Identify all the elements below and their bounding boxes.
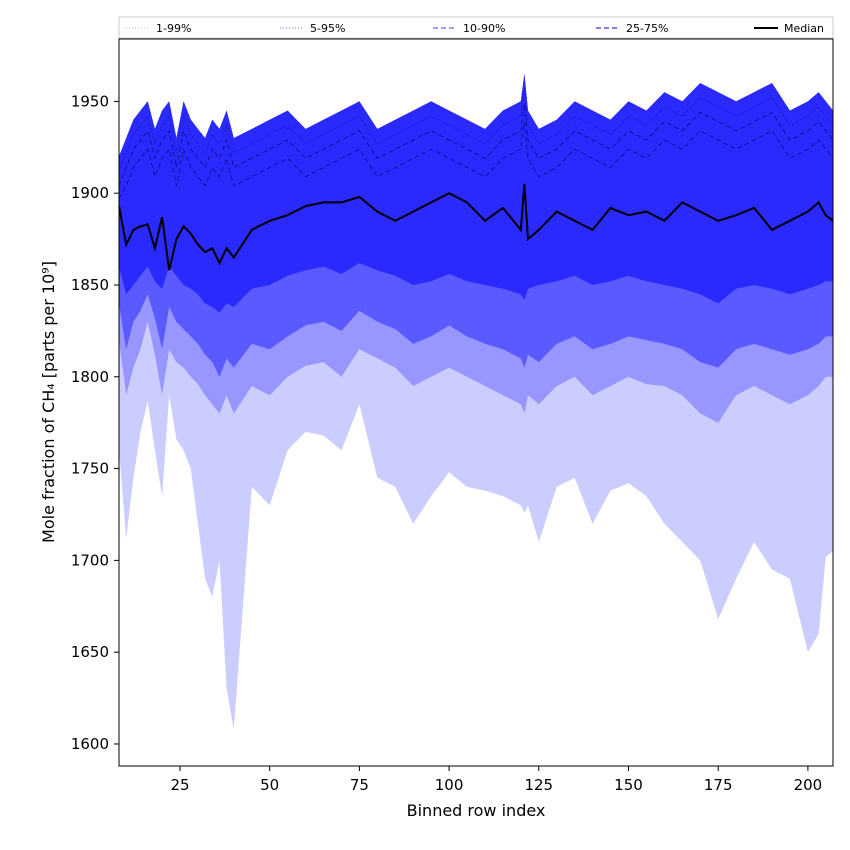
x-tick-label: 150 [614, 776, 643, 794]
y-tick-label: 1600 [71, 735, 109, 753]
x-tick-label: 50 [260, 776, 279, 794]
x-axis: 25 50 75 100 125 150 175 200 [170, 766, 822, 794]
y-tick-label: 1750 [71, 460, 109, 478]
legend-box [118, 16, 834, 39]
band-25-75-area [119, 73, 833, 313]
legend: 1-99% 5-95% 10-90% 25-75% Median [118, 16, 834, 39]
y-tick-label: 1850 [71, 276, 109, 294]
y-axis: 1600 1650 1700 1750 1800 1850 1900 1950 [71, 92, 119, 753]
y-tick-label: 1700 [71, 551, 109, 569]
legend-label: 5-95% [310, 22, 345, 35]
median-layer [119, 183, 833, 271]
bands-layer [119, 73, 833, 730]
x-tick-label: 75 [350, 776, 369, 794]
x-tick-label: 100 [435, 776, 464, 794]
x-tick-label: 125 [524, 776, 553, 794]
x-axis-title: Binned row index [407, 801, 546, 820]
y-tick-label: 1950 [71, 92, 109, 110]
legend-label: 25-75% [626, 22, 668, 35]
x-tick-label: 25 [170, 776, 189, 794]
y-axis-title: Mole fraction of CH₄ [parts per 10⁹] [39, 261, 58, 543]
plot-frame [118, 38, 834, 767]
y-tick-label: 1650 [71, 643, 109, 661]
legend-label: 1-99% [156, 22, 191, 35]
median-line [119, 183, 833, 271]
legend-label: 10-90% [463, 22, 505, 35]
y-tick-label: 1800 [71, 368, 109, 386]
legend-label: Median [784, 22, 824, 35]
band-25-75-upper-line [119, 121, 833, 199]
x-tick-label: 175 [704, 776, 733, 794]
y-tick-label: 1900 [71, 184, 109, 202]
band-5-95-upper-line [119, 88, 833, 172]
x-tick-label: 200 [794, 776, 823, 794]
